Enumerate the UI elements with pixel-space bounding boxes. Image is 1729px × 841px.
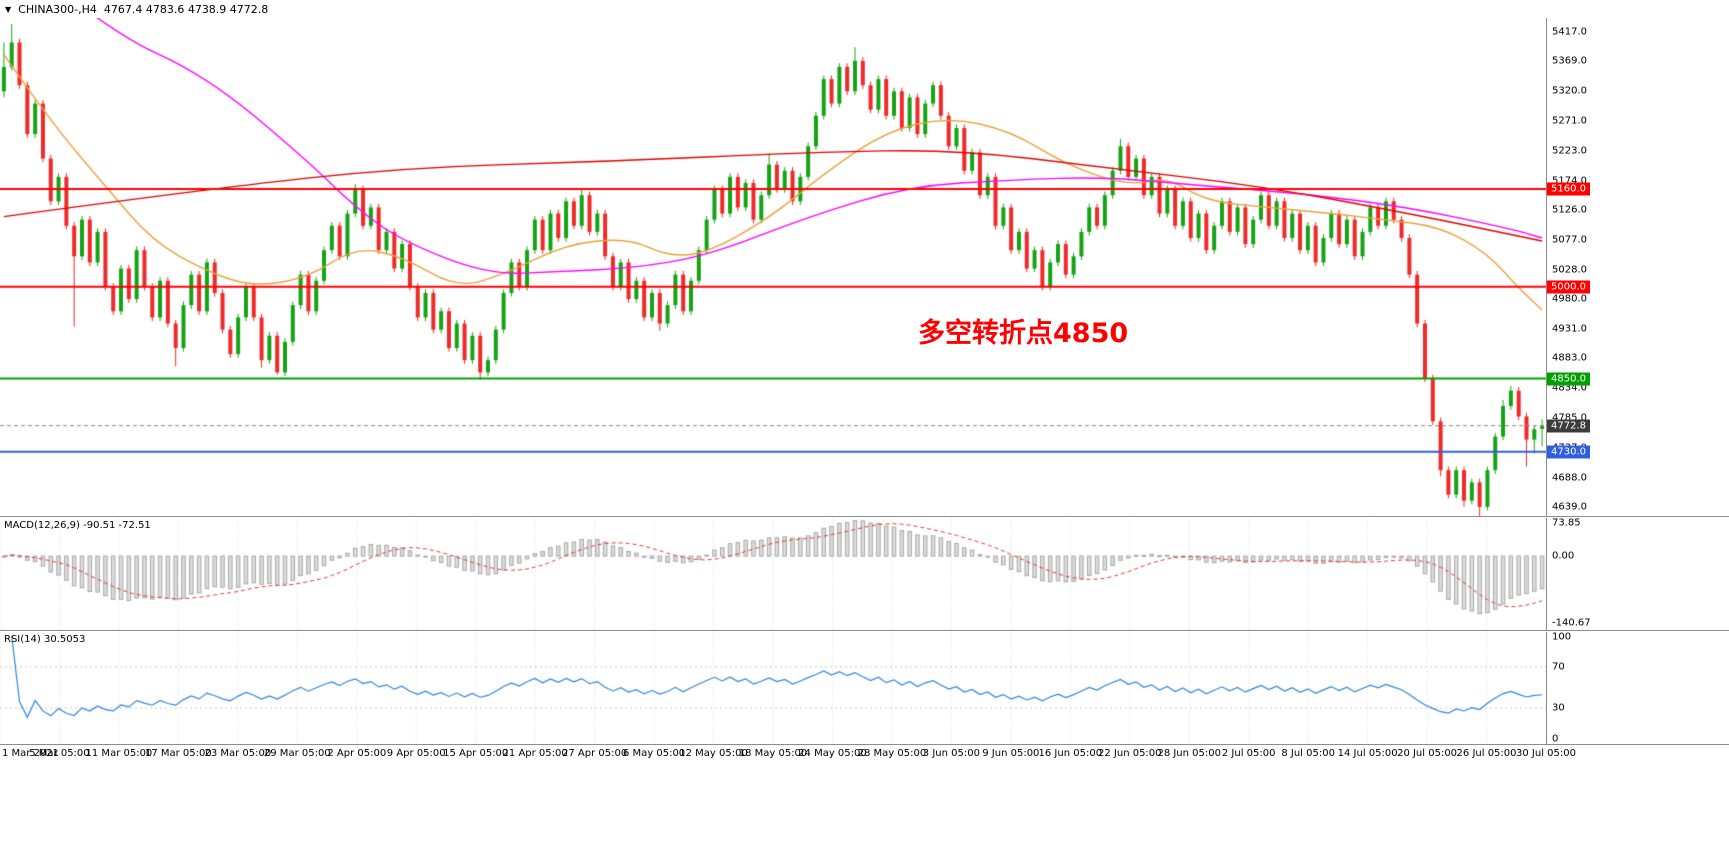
- time-axis-label: 11 Mar 05:00: [85, 748, 153, 759]
- price-axis-label: 4931.0: [1552, 323, 1587, 335]
- macd-axis-label: 73.85: [1552, 517, 1581, 529]
- price-axis-label: 4883.0: [1552, 352, 1587, 364]
- panel-separator[interactable]: [0, 630, 1729, 631]
- time-axis-label: 17 Mar 05:00: [144, 748, 212, 759]
- time-axis-label: 27 Apr 05:00: [562, 748, 628, 759]
- price-chart-panel: 多空转折点4850: [0, 18, 1546, 516]
- time-axis-label: 30 Jul 05:00: [1516, 748, 1576, 759]
- rsi-axis-label: 0: [1552, 733, 1559, 745]
- time-axis-label: 15 Apr 05:00: [443, 748, 509, 759]
- time-axis-label: 20 Jul 05:00: [1397, 748, 1458, 759]
- ohlc-readout: 4767.4 4783.6 4738.9 4772.8: [103, 3, 269, 16]
- time-axis-label: 2 Apr 05:00: [327, 748, 387, 759]
- rsi-axis-label: 100: [1552, 631, 1572, 643]
- price-axis-label: 5417.0: [1552, 26, 1587, 38]
- price-axis-label: 5028.0: [1552, 264, 1587, 276]
- time-axis-label: 6 May 05:00: [622, 748, 686, 759]
- price-level-tag: 4850.0: [1547, 372, 1590, 385]
- macd-axis-label: 0.00: [1552, 550, 1575, 562]
- rsi-axis-label: 70: [1552, 661, 1565, 673]
- price-level-tag: 4730.0: [1547, 445, 1590, 459]
- time-axis-label: 14 Jul 05:00: [1337, 748, 1398, 759]
- price-level-tag: 4772.8: [1547, 419, 1590, 433]
- rsi-label: RSI(14) 30.5053: [4, 634, 85, 645]
- macd-values: -90.51 -72.51: [83, 520, 151, 531]
- macd-panel: MACD(12,26,9) -90.51 -72.51: [0, 518, 1546, 630]
- price-axis-label: 5077.0: [1552, 234, 1587, 246]
- time-axis-label: 28 May 05:00: [857, 748, 927, 759]
- rsi-values: 30.5053: [43, 634, 86, 645]
- rsi-canvas[interactable]: [0, 632, 1546, 744]
- price-axis-label: 5271.0: [1552, 115, 1587, 127]
- price-level-tag: 5000.0: [1547, 280, 1590, 294]
- time-axis-label: 26 Jul 05:00: [1456, 748, 1517, 759]
- time-axis-label: 18 May 05:00: [738, 748, 808, 759]
- time-axis-label: 23 Mar 05:00: [204, 748, 272, 759]
- rsi-axis-label: 30: [1552, 702, 1565, 714]
- time-axis-label: 8 Jul 05:00: [1281, 748, 1335, 759]
- time-axis-label: 28 Jun 05:00: [1157, 748, 1221, 759]
- time-axis-label: 22 Jun 05:00: [1098, 748, 1162, 759]
- turning-point-annotation: 多空转折点4850: [918, 318, 1129, 349]
- price-axis-label: 4639.0: [1552, 501, 1587, 513]
- time-axis-label: 9 Apr 05:00: [386, 748, 446, 759]
- price-axis-label: 5126.0: [1552, 204, 1587, 216]
- macd-canvas[interactable]: [0, 518, 1546, 630]
- price-axis-label: 4688.0: [1552, 472, 1587, 483]
- panel-separator[interactable]: [0, 516, 1729, 517]
- time-axis-label: 3 Jun 05:00: [922, 748, 980, 759]
- rsi-name: RSI(14): [4, 634, 41, 645]
- price-axis-label: 4980.0: [1552, 293, 1587, 305]
- time-axis-label: 29 Mar 05:00: [263, 748, 331, 759]
- time-axis-label: 24 May 05:00: [798, 748, 867, 759]
- price-axis-label: 4834.0: [1552, 382, 1587, 394]
- rsi-axis[interactable]: 100 70 30 0: [1546, 631, 1729, 745]
- time-axis-label: 9 Jun 05:00: [982, 748, 1040, 759]
- price-axis-label: 5320.0: [1552, 85, 1587, 97]
- rsi-panel: RSI(14) 30.5053: [0, 632, 1546, 744]
- panel-separator[interactable]: [0, 744, 1729, 745]
- price-axis-label: 5369.0: [1552, 55, 1587, 67]
- price-axis[interactable]: 5417.0 5369.0 5320.0 5271.0 5223.0 5174.0 5126…: [1546, 18, 1729, 516]
- time-axis-label: 21 Apr 05:00: [502, 748, 568, 759]
- macd-label: MACD(12,26,9) -90.51 -72.51: [4, 520, 151, 531]
- macd-name: MACD(12,26,9): [4, 520, 80, 531]
- price-chart-canvas[interactable]: [0, 18, 1546, 516]
- time-axis[interactable]: 1 Mar 2021 5 Mar 05:00 11 Mar 05:00 17 Mar …: [0, 747, 1729, 763]
- price-axis-label: 4785.0: [1552, 413, 1587, 424]
- price-level-tag: 5160.0: [1547, 182, 1590, 196]
- time-axis-label: 5 Mar 05:00: [29, 748, 90, 759]
- macd-axis-label: -140.67: [1552, 617, 1591, 629]
- chart-dropdown-icon[interactable]: ▼: [5, 5, 12, 14]
- macd-axis[interactable]: 73.85 0.00 -140.67: [1546, 518, 1729, 630]
- price-axis-label: 5223.0: [1552, 145, 1587, 157]
- time-axis-label: 16 Jun 05:00: [1038, 748, 1103, 759]
- time-axis-label: 1 Mar 2021: [2, 748, 60, 759]
- time-axis-label: 2 Jul 05:00: [1221, 748, 1276, 759]
- symbol-timeframe-label: CHINA300-,H4: [18, 3, 97, 16]
- chart-info-bar: ▼ CHINA300-,H4 4767.4 4783.6 4738.9 4772…: [5, 3, 268, 16]
- price-axis-label: 5174.0: [1552, 175, 1587, 187]
- time-axis-label: 12 May 05:00: [679, 748, 748, 759]
